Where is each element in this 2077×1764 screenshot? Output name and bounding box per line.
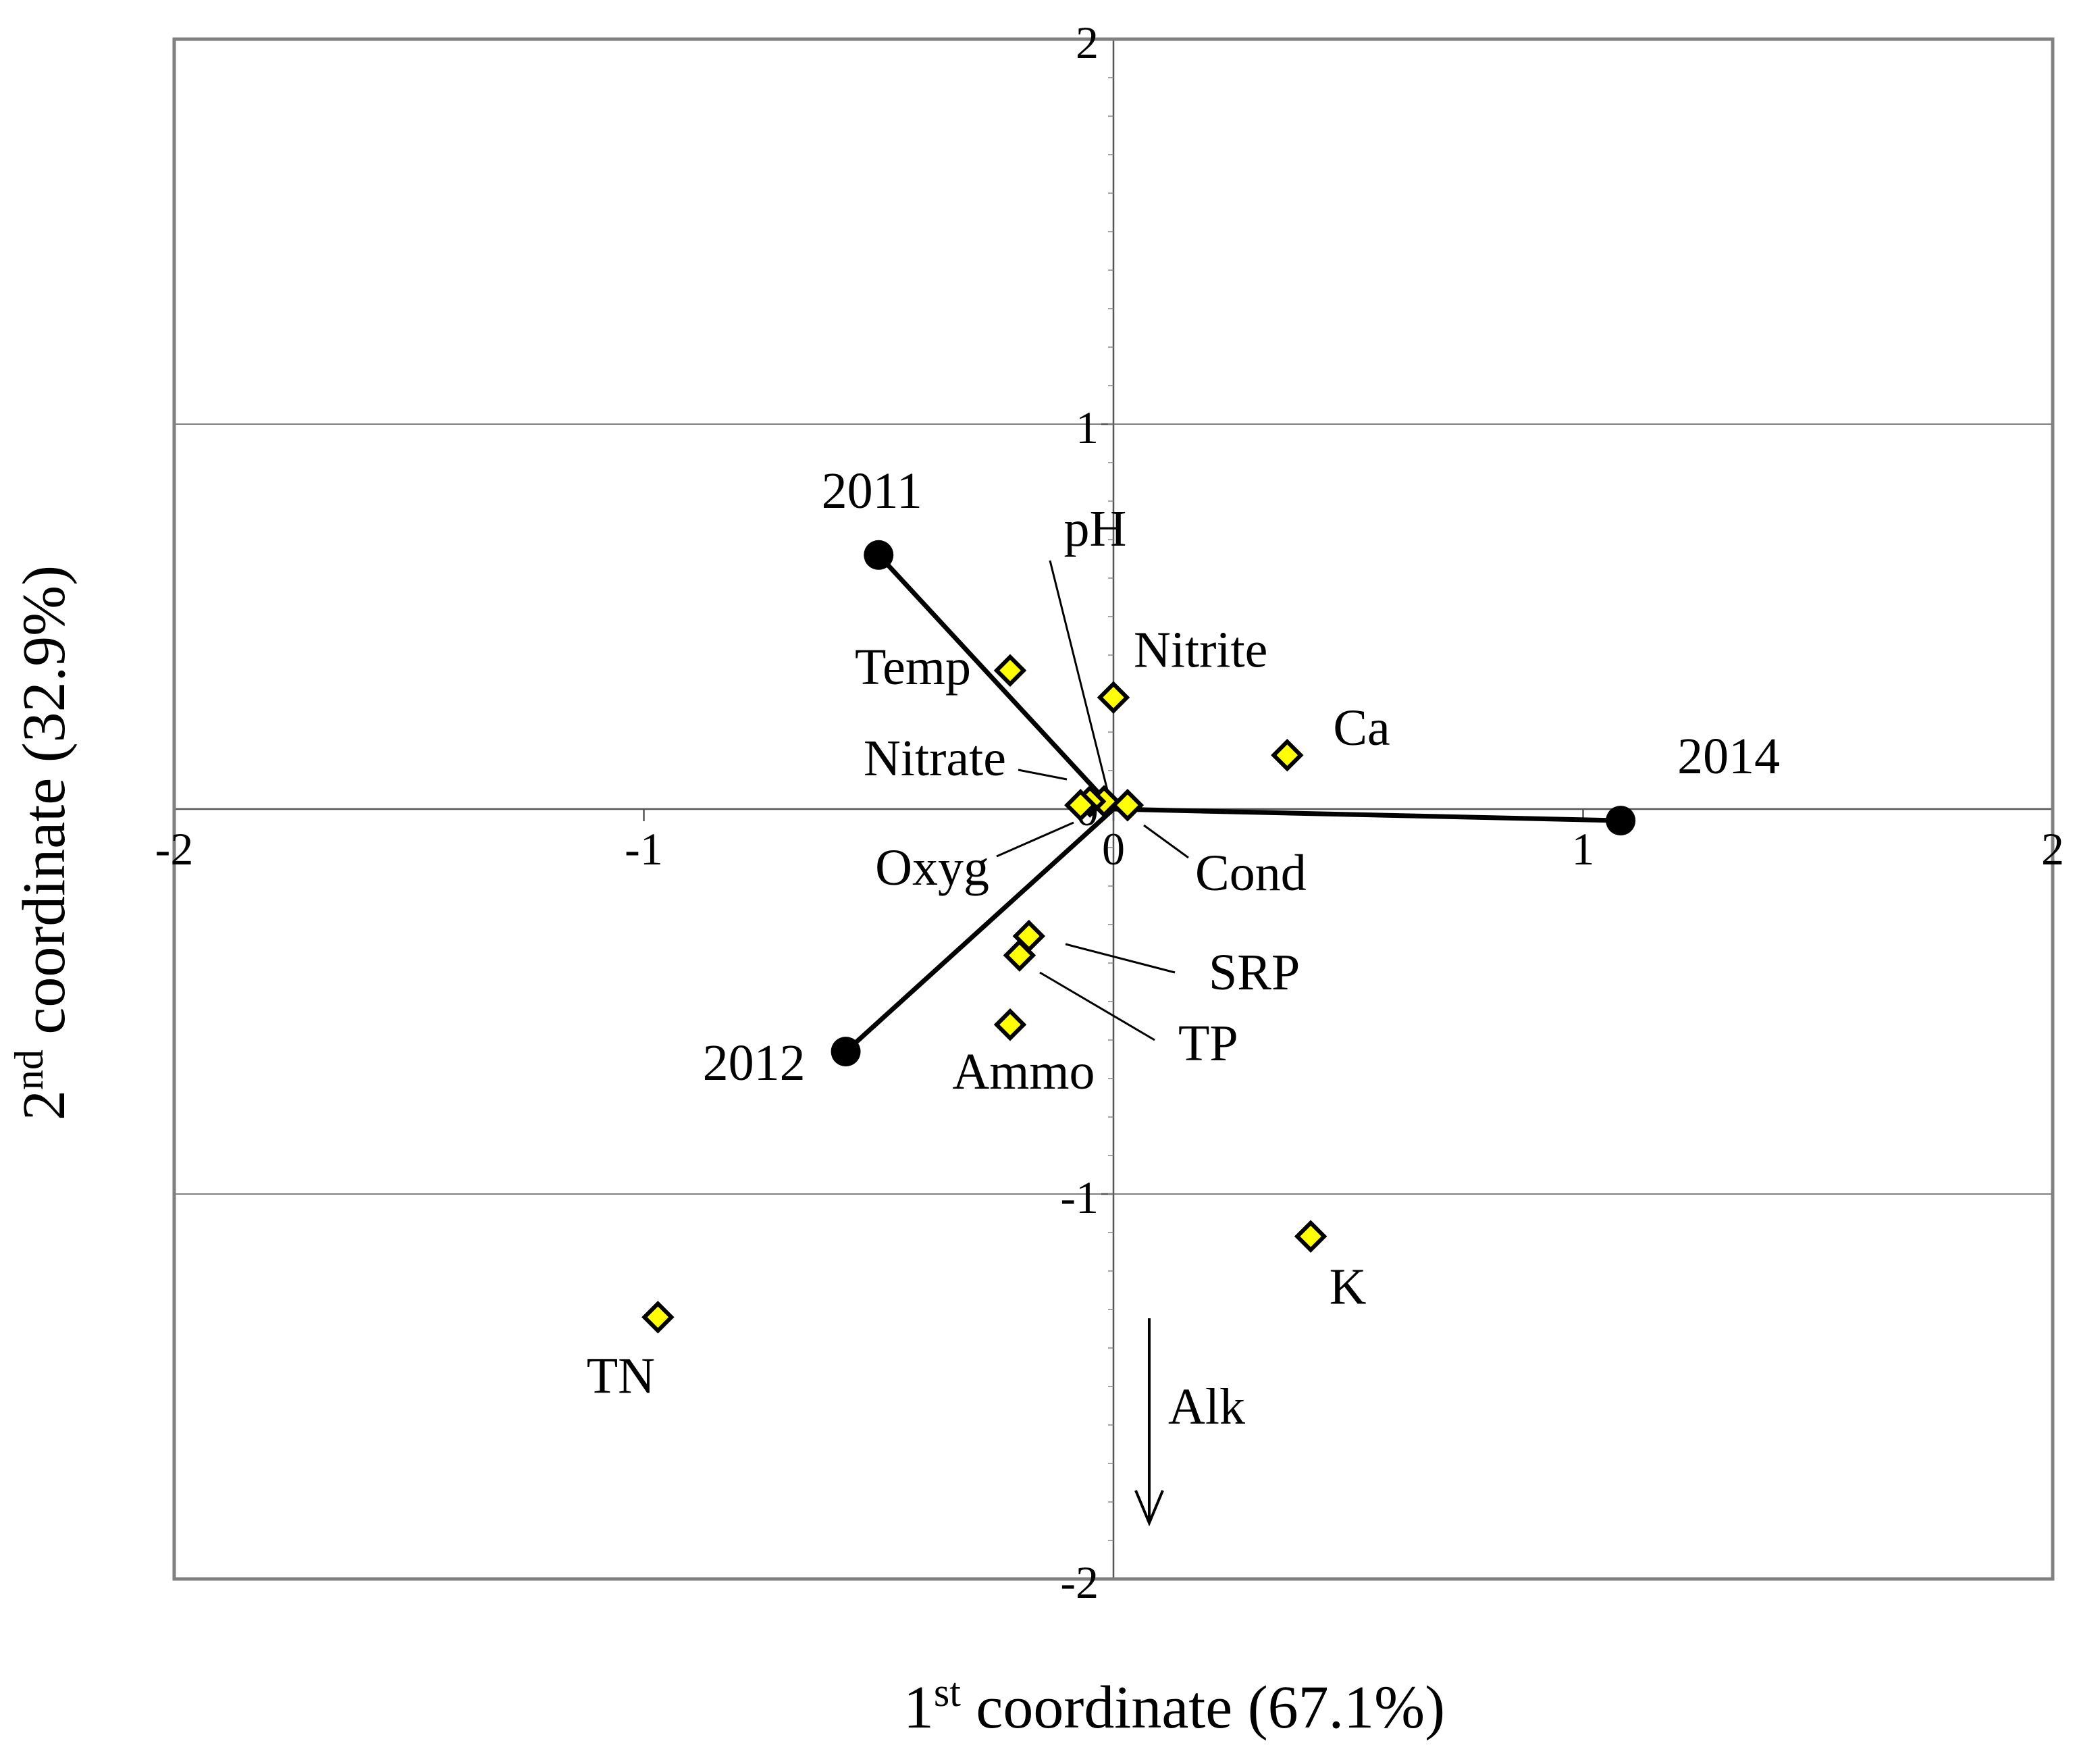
x-axis-title: 1st coordinate (67.1%)	[903, 1670, 1445, 1741]
variable-label-oxyg: Oxyg	[875, 839, 989, 896]
y-tick-label: 2	[1076, 17, 1099, 68]
variable-point-ammo	[993, 1008, 1027, 1041]
data-points	[641, 540, 1636, 1334]
x-tick-label: 2	[2041, 823, 2064, 875]
variable-label-k: K	[1330, 1259, 1367, 1316]
y-axis-title: 2nd coordinate (32.9%)	[7, 565, 78, 1120]
site-point-2011	[864, 540, 894, 570]
variable-label-srp: SRP	[1209, 944, 1300, 1001]
site-point-2012	[831, 1037, 861, 1067]
x-tick-label: -2	[155, 823, 194, 875]
variable-point-cond	[1111, 789, 1145, 822]
variable-label-tp: TP	[1178, 1015, 1238, 1072]
x-tick-label: 1	[1572, 823, 1595, 875]
variable-point-ca	[1271, 738, 1304, 772]
variable-point-temp	[993, 654, 1027, 688]
site-vector-2012	[844, 807, 1115, 1054]
leader-line-nitrate	[1018, 769, 1068, 781]
y-tick-label: 1	[1076, 402, 1099, 453]
variable-label-nitrate: Nitrate	[864, 730, 1006, 787]
variable-label-ph: pH	[1064, 500, 1127, 557]
variable-label-ca: Ca	[1333, 700, 1390, 756]
plot-frame	[172, 37, 2055, 1581]
leader-line-ph	[1049, 560, 1110, 796]
y-tick-label: -2	[1060, 1557, 1099, 1608]
variable-point-oxyg	[1064, 789, 1097, 822]
variable-label-ammo: Ammo	[952, 1043, 1095, 1100]
leader-lines	[996, 560, 1189, 1041]
y-tick-label: -1	[1060, 1172, 1099, 1223]
annotations: Alk	[1134, 1318, 1245, 1527]
leader-line-oxyg	[996, 821, 1074, 858]
variable-point-tp	[1003, 939, 1036, 972]
variable-label-nitrite: Nitrite	[1134, 622, 1267, 679]
axis-titles: 1st coordinate (67.1%) 2nd coordinate (32…	[7, 565, 1445, 1741]
plot-border	[172, 37, 2055, 1581]
x-tick-label: 0	[1102, 823, 1125, 875]
site-vector-2014	[1113, 806, 1621, 823]
site-vectors	[844, 553, 1621, 1054]
variable-label-temp: Temp	[855, 639, 971, 696]
grid-layer	[173, 38, 2054, 1580]
variable-label-tn: TN	[587, 1347, 655, 1404]
annotation-label-alk: Alk	[1168, 1378, 1245, 1435]
variable-label-cond: Cond	[1195, 845, 1307, 902]
variable-point-nitrite	[1097, 681, 1130, 714]
site-label-2012: 2012	[703, 1035, 806, 1091]
point-labels: 2011 2012 2014 Temp Nitrite Ca pH Nitrate Oxyg Co…	[587, 463, 1780, 1405]
site-vector-2011	[876, 553, 1115, 811]
leader-line-cond	[1143, 824, 1189, 859]
leader-line-tp	[1039, 971, 1155, 1041]
leader-line-srp	[1065, 943, 1176, 974]
site-label-2014: 2014	[1677, 728, 1780, 785]
x-tick-label: -1	[625, 823, 663, 875]
annotation-arrow-head	[1134, 1490, 1164, 1527]
site-point-2014	[1606, 806, 1636, 836]
variable-point-tn	[641, 1301, 675, 1334]
site-label-2011: 2011	[822, 463, 922, 519]
variable-point-k	[1294, 1220, 1327, 1253]
